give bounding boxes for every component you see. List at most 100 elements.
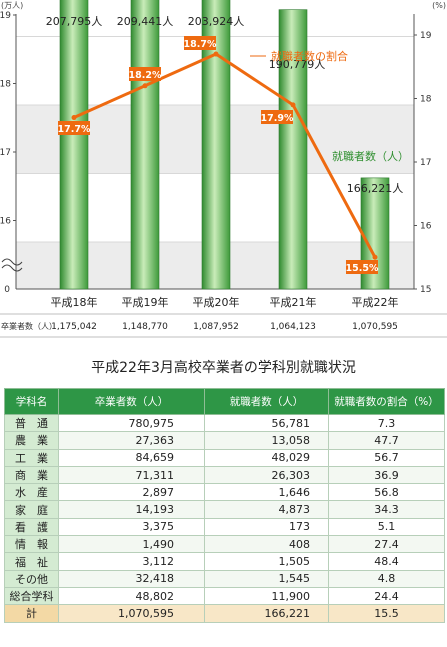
left-tick-label: 18	[0, 80, 11, 90]
employment-table-container: 学科名 卒業者数（人） 就職者数（人） 就職者数の割合（%） 普 通 780,97…	[4, 388, 445, 623]
bar	[59, 0, 89, 290]
table-row: 福 祉 3,112 1,505 48.4	[4, 552, 445, 571]
x-category-label: 平成18年	[51, 295, 98, 309]
row-department: 普 通	[4, 413, 59, 433]
axis-break-mark	[1, 264, 23, 272]
row-employed: 1,505	[204, 552, 329, 571]
left-axis-unit: (万人)	[1, 1, 23, 10]
rate-label: 18.7%	[184, 39, 217, 50]
row-graduates: 48,802	[58, 586, 205, 606]
rate-label-box	[184, 36, 216, 50]
table-title: 平成22年3月高校卒業者の学科別就職状況	[91, 360, 356, 376]
row-department: 看 護	[4, 517, 59, 537]
rate-point	[213, 51, 219, 57]
right-axis-unit: (%)	[432, 1, 446, 10]
left-tick-label: 0	[4, 285, 10, 295]
total-label: 計	[4, 604, 59, 623]
graduates-value: 1,087,952	[193, 322, 239, 332]
total-graduates: 1,070,595	[58, 604, 205, 623]
x-category-label: 平成22年	[352, 295, 399, 309]
table-total-row: 計 1,070,595 166,221 15.5	[4, 604, 445, 623]
row-rate: 56.7	[328, 448, 445, 467]
rate-point	[71, 115, 77, 121]
table-row: 商 業 71,311 26,303 36.9	[4, 465, 445, 485]
table-row: 普 通 780,975 56,781 7.3	[4, 413, 445, 433]
row-graduates: 1,490	[58, 535, 205, 554]
bar	[130, 0, 160, 290]
row-employed: 56,781	[204, 413, 329, 433]
bar-value-label: 207,795人	[46, 15, 103, 28]
graduates-value: 1,175,042	[51, 322, 97, 332]
right-tick-label: 16	[420, 222, 432, 232]
graduates-row-label: 卒業者数（人）	[1, 321, 57, 331]
row-employed: 13,058	[204, 431, 329, 450]
rate-label: 18.2%	[129, 70, 162, 81]
rate-label-box	[261, 110, 293, 124]
row-rate: 56.8	[328, 483, 445, 502]
row-department: 工 業	[4, 448, 59, 467]
row-rate: 5.1	[328, 517, 445, 537]
table-row: 農 業 27,363 13,058 47.7	[4, 431, 445, 450]
rate-point	[290, 102, 296, 108]
row-employed: 1,545	[204, 569, 329, 588]
left-tick-label: 19	[0, 11, 11, 21]
employment-chart: (万人)(%)016171819201516171819207,795人209,…	[0, 0, 447, 338]
total-employed: 166,221	[204, 604, 329, 623]
row-employed: 48,029	[204, 448, 329, 467]
total-rate: 15.5	[328, 604, 445, 623]
table-header-row: 学科名 卒業者数（人） 就職者数（人） 就職者数の割合（%）	[4, 388, 445, 415]
rate-point	[142, 83, 148, 89]
row-graduates: 32,418	[58, 569, 205, 588]
table-row: 家 庭 14,193 4,873 34.3	[4, 500, 445, 519]
table-row: 情 報 1,490 408 27.4	[4, 535, 445, 554]
row-graduates: 3,112	[58, 552, 205, 571]
table-row: 水 産 2,897 1,646 56.8	[4, 483, 445, 502]
row-department: その他	[4, 569, 59, 588]
header-department: 学科名	[4, 388, 59, 415]
bar-value-label: 190,779人	[269, 58, 326, 71]
row-graduates: 780,975	[58, 413, 205, 433]
graduates-value: 1,070,595	[352, 322, 398, 332]
row-graduates: 2,897	[58, 483, 205, 502]
header-employed: 就職者数（人）	[204, 388, 329, 415]
row-rate: 48.4	[328, 552, 445, 571]
row-department: 総合学科	[4, 586, 59, 606]
row-employed: 408	[204, 535, 329, 554]
employment-table: 学科名 卒業者数（人） 就職者数（人） 就職者数の割合（%） 普 通 780,97…	[4, 388, 445, 623]
header-rate: 就職者数の割合（%）	[328, 388, 445, 415]
row-graduates: 84,659	[58, 448, 205, 467]
rate-label-box	[346, 260, 378, 274]
left-tick-label: 16	[0, 217, 11, 227]
row-department: 家 庭	[4, 500, 59, 519]
row-rate: 47.7	[328, 431, 445, 450]
right-tick-label: 18	[420, 95, 432, 105]
x-category-label: 平成20年	[193, 295, 240, 309]
row-rate: 24.4	[328, 586, 445, 606]
row-rate: 7.3	[328, 413, 445, 433]
row-rate: 34.3	[328, 500, 445, 519]
row-department: 農 業	[4, 431, 59, 450]
x-category-label: 平成19年	[122, 295, 169, 309]
row-department: 水 産	[4, 483, 59, 502]
row-department: 商 業	[4, 465, 59, 485]
right-tick-label: 15	[420, 285, 431, 295]
row-graduates: 3,375	[58, 517, 205, 537]
row-employed: 173	[204, 517, 329, 537]
bar-value-label: 203,924人	[188, 15, 245, 28]
graduates-value: 1,064,123	[270, 322, 316, 332]
rate-label-box	[129, 67, 161, 81]
bar-value-label: 209,441人	[117, 15, 174, 28]
row-rate: 4.8	[328, 569, 445, 588]
graduates-value: 1,148,770	[122, 322, 168, 332]
row-rate: 27.4	[328, 535, 445, 554]
right-tick-label: 19	[420, 31, 432, 41]
rate-label: 17.9%	[261, 113, 294, 124]
right-tick-label: 17	[420, 158, 431, 168]
rate-label-box	[58, 121, 90, 135]
x-category-label: 平成21年	[270, 295, 317, 309]
rate-point	[372, 254, 378, 260]
header-graduates: 卒業者数（人）	[58, 388, 205, 415]
bar-value-label: 166,221人	[347, 182, 404, 195]
row-rate: 36.9	[328, 465, 445, 485]
row-department: 情 報	[4, 535, 59, 554]
